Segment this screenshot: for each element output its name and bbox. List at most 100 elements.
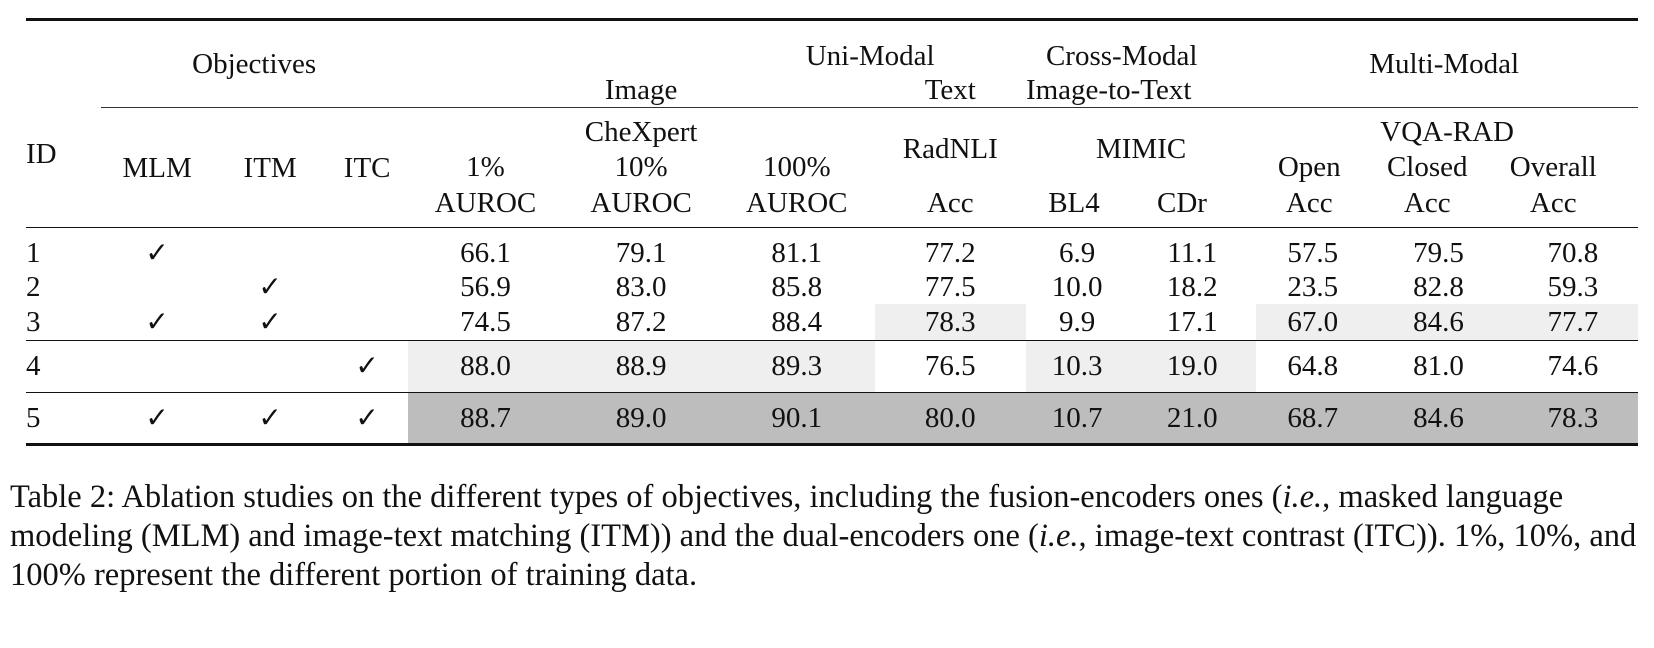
bl4-cell: 6.9 [1025, 227, 1129, 270]
auroc10-cell: 87.2 [615, 305, 667, 338]
uni-modal-image-header: Uni-Modal Image [407, 18, 935, 108]
pct100-label: 100% [762, 151, 831, 183]
itm-check-cell [213, 227, 327, 270]
cdr-cell: 18.2 [1166, 271, 1218, 303]
itm-check-cell [213, 339, 327, 392]
closed-cell: 84.6 [1369, 304, 1508, 340]
table-row: 5 ✓ ✓ ✓ 88.7 89.0 90.1 80.0 10.7 21.0 68.7 84.6 78.3 [26, 391, 1638, 446]
uni-modal-label: Uni-Modal [805, 40, 935, 72]
caption-text-1: Table 2: Ablation studies on the differe… [10, 479, 1283, 515]
itm-check-cell: ✓ [213, 391, 327, 446]
itm-check-cell: ✓ [214, 270, 327, 304]
cdr-label: CDr [1156, 187, 1207, 219]
bl4-cell: 10.0 [1051, 271, 1103, 303]
cross-modal-header: Cross-Modal Image-to-Text [1025, 18, 1370, 108]
closed-cell: 82.8 [1413, 271, 1464, 303]
check-mark-icon: ✓ [355, 400, 379, 434]
cdr-cell: 19.0 [1128, 339, 1257, 392]
bl4-header: MIMIC BL4 CDr [1026, 108, 1256, 228]
itc-check-cell [327, 270, 408, 304]
radnli-cell: 77.2 [874, 227, 1026, 270]
caption-text-3: , image-text contrast (ITC)). 1%, 10%, a… [10, 518, 1637, 593]
multi-modal-header: Multi-Modal [1369, 18, 1638, 108]
auroc100-cell: 89.3 [718, 339, 875, 392]
closed-cell: 84.6 [1369, 391, 1508, 446]
radnli-cell: 77.5 [924, 271, 976, 303]
radnli-cell: 76.5 [874, 339, 1026, 392]
overall-cell: 74.6 [1507, 339, 1638, 392]
mimic-subheaders: BL4 CDr [1026, 185, 1256, 227]
auroc100-cell: 81.1 [718, 227, 875, 270]
itc-check-cell: ✓ [326, 339, 408, 392]
auroc-10pct-header: CheXpert 10% AUROC [563, 108, 719, 228]
auroc10-cell: 79.1 [563, 227, 719, 270]
caption-ie-2: i.e. [1038, 518, 1079, 554]
acc-label: Acc [926, 187, 974, 219]
itm-check-cell: ✓ [214, 304, 327, 340]
check-mark-icon: ✓ [145, 400, 169, 434]
check-mark-icon: ✓ [258, 270, 282, 303]
auroc-label: AUROC [434, 187, 537, 219]
table-row: 4 ✓ 88.0 88.9 89.3 76.5 10.3 19.0 64.8 81.0 74.6 [26, 339, 1638, 392]
open-cell: 57.5 [1256, 227, 1370, 270]
chexpert-label: CheXpert [584, 116, 698, 148]
mlm-check-cell [100, 339, 214, 392]
cdr-cell: 17.1 [1166, 305, 1218, 338]
check-mark-icon: ✓ [145, 236, 169, 269]
bl4-label: BL4 [1048, 187, 1100, 219]
closed-cell: 79.5 [1369, 227, 1508, 270]
cross-modal-label: Cross-Modal [1045, 40, 1198, 72]
auroc-100pct-header: 100% AUROC [719, 108, 875, 228]
auroc1-cell: 88.0 [407, 339, 564, 392]
vqa-rad-subheaders: Open Closed Overall [1256, 149, 1638, 185]
itc-check-cell [326, 227, 408, 270]
check-mark-icon: ✓ [258, 400, 282, 434]
row-id: 1 [26, 227, 101, 270]
mlm-header: MLM [122, 151, 192, 184]
overall-label: Overall [1509, 151, 1597, 183]
open-label: Open [1277, 151, 1341, 183]
row-id: 2 [26, 271, 41, 303]
mlm-check-cell: ✓ [100, 227, 214, 270]
table-body: 1 ✓ 66.1 79.1 81.1 77.2 6.9 11.1 57.5 79.5 70.8 2 ✓ 5… [26, 227, 1638, 446]
auroc10-cell: 83.0 [615, 271, 667, 303]
overall-cell: 77.7 [1507, 304, 1638, 340]
row-id: 3 [26, 305, 41, 338]
overall-cell: 59.3 [1547, 271, 1599, 303]
vqa-rad-label: VQA-RAD [1380, 116, 1514, 148]
open-cell: 68.7 [1256, 391, 1370, 446]
auroc1-cell: 66.1 [407, 227, 564, 270]
itc-check-cell: ✓ [326, 391, 408, 446]
auroc1-cell: 74.5 [460, 305, 511, 338]
overall-cell: 70.8 [1507, 227, 1638, 270]
auroc100-cell: 90.1 [718, 391, 875, 446]
cdr-cell: 21.0 [1128, 391, 1257, 446]
open-cell: 23.5 [1287, 271, 1339, 303]
table-row: 1 ✓ 66.1 79.1 81.1 77.2 6.9 11.1 57.5 79.5 70.8 [26, 227, 1638, 270]
radnli-header: RadNLI Acc [875, 108, 1026, 228]
caption-text-2: , masked language modeling (MLM) and ima… [10, 479, 1564, 554]
auroc-label: AUROC [590, 187, 692, 219]
closed-cell: 81.0 [1369, 339, 1508, 392]
radnli-cell: 80.0 [874, 391, 1026, 446]
check-mark-icon: ✓ [145, 304, 169, 338]
image-to-text-label: Image-to-Text [1025, 74, 1192, 106]
table-row: 3 ✓ ✓ 74.5 87.2 88.4 78.3 9.9 17.1 67.0 84.6 77.7 [26, 304, 1638, 340]
table-row: 2 ✓ 56.9 83.0 85.8 77.5 10.0 18.2 23.5 82.8 59.3 [26, 270, 1638, 304]
mlm-check-cell: ✓ [100, 391, 214, 446]
auroc10-cell: 89.0 [563, 391, 719, 446]
ablation-table-container: ID Objectives Uni-Modal Image Text Cross… [26, 18, 1638, 446]
image-label: Image [604, 74, 678, 106]
bl4-cell: 9.9 [1059, 305, 1096, 338]
ablation-table: ID Objectives Uni-Modal Image Text Cross… [26, 18, 1638, 446]
row-id: 5 [26, 391, 101, 446]
auroc100-cell: 85.8 [771, 271, 823, 303]
radnli-cell: 78.3 [874, 304, 1026, 340]
auroc100-cell: 88.4 [771, 305, 823, 338]
text-header: Text [874, 18, 1026, 108]
mimic-label: MIMIC [1095, 133, 1187, 165]
caption-ie-1: i.e. [1282, 479, 1323, 515]
vqa-rad-metric-row: Acc Acc Acc [1256, 185, 1638, 227]
bl4-cell: 10.3 [1025, 339, 1129, 392]
auroc-1pct-header: 1% AUROC [408, 108, 564, 228]
